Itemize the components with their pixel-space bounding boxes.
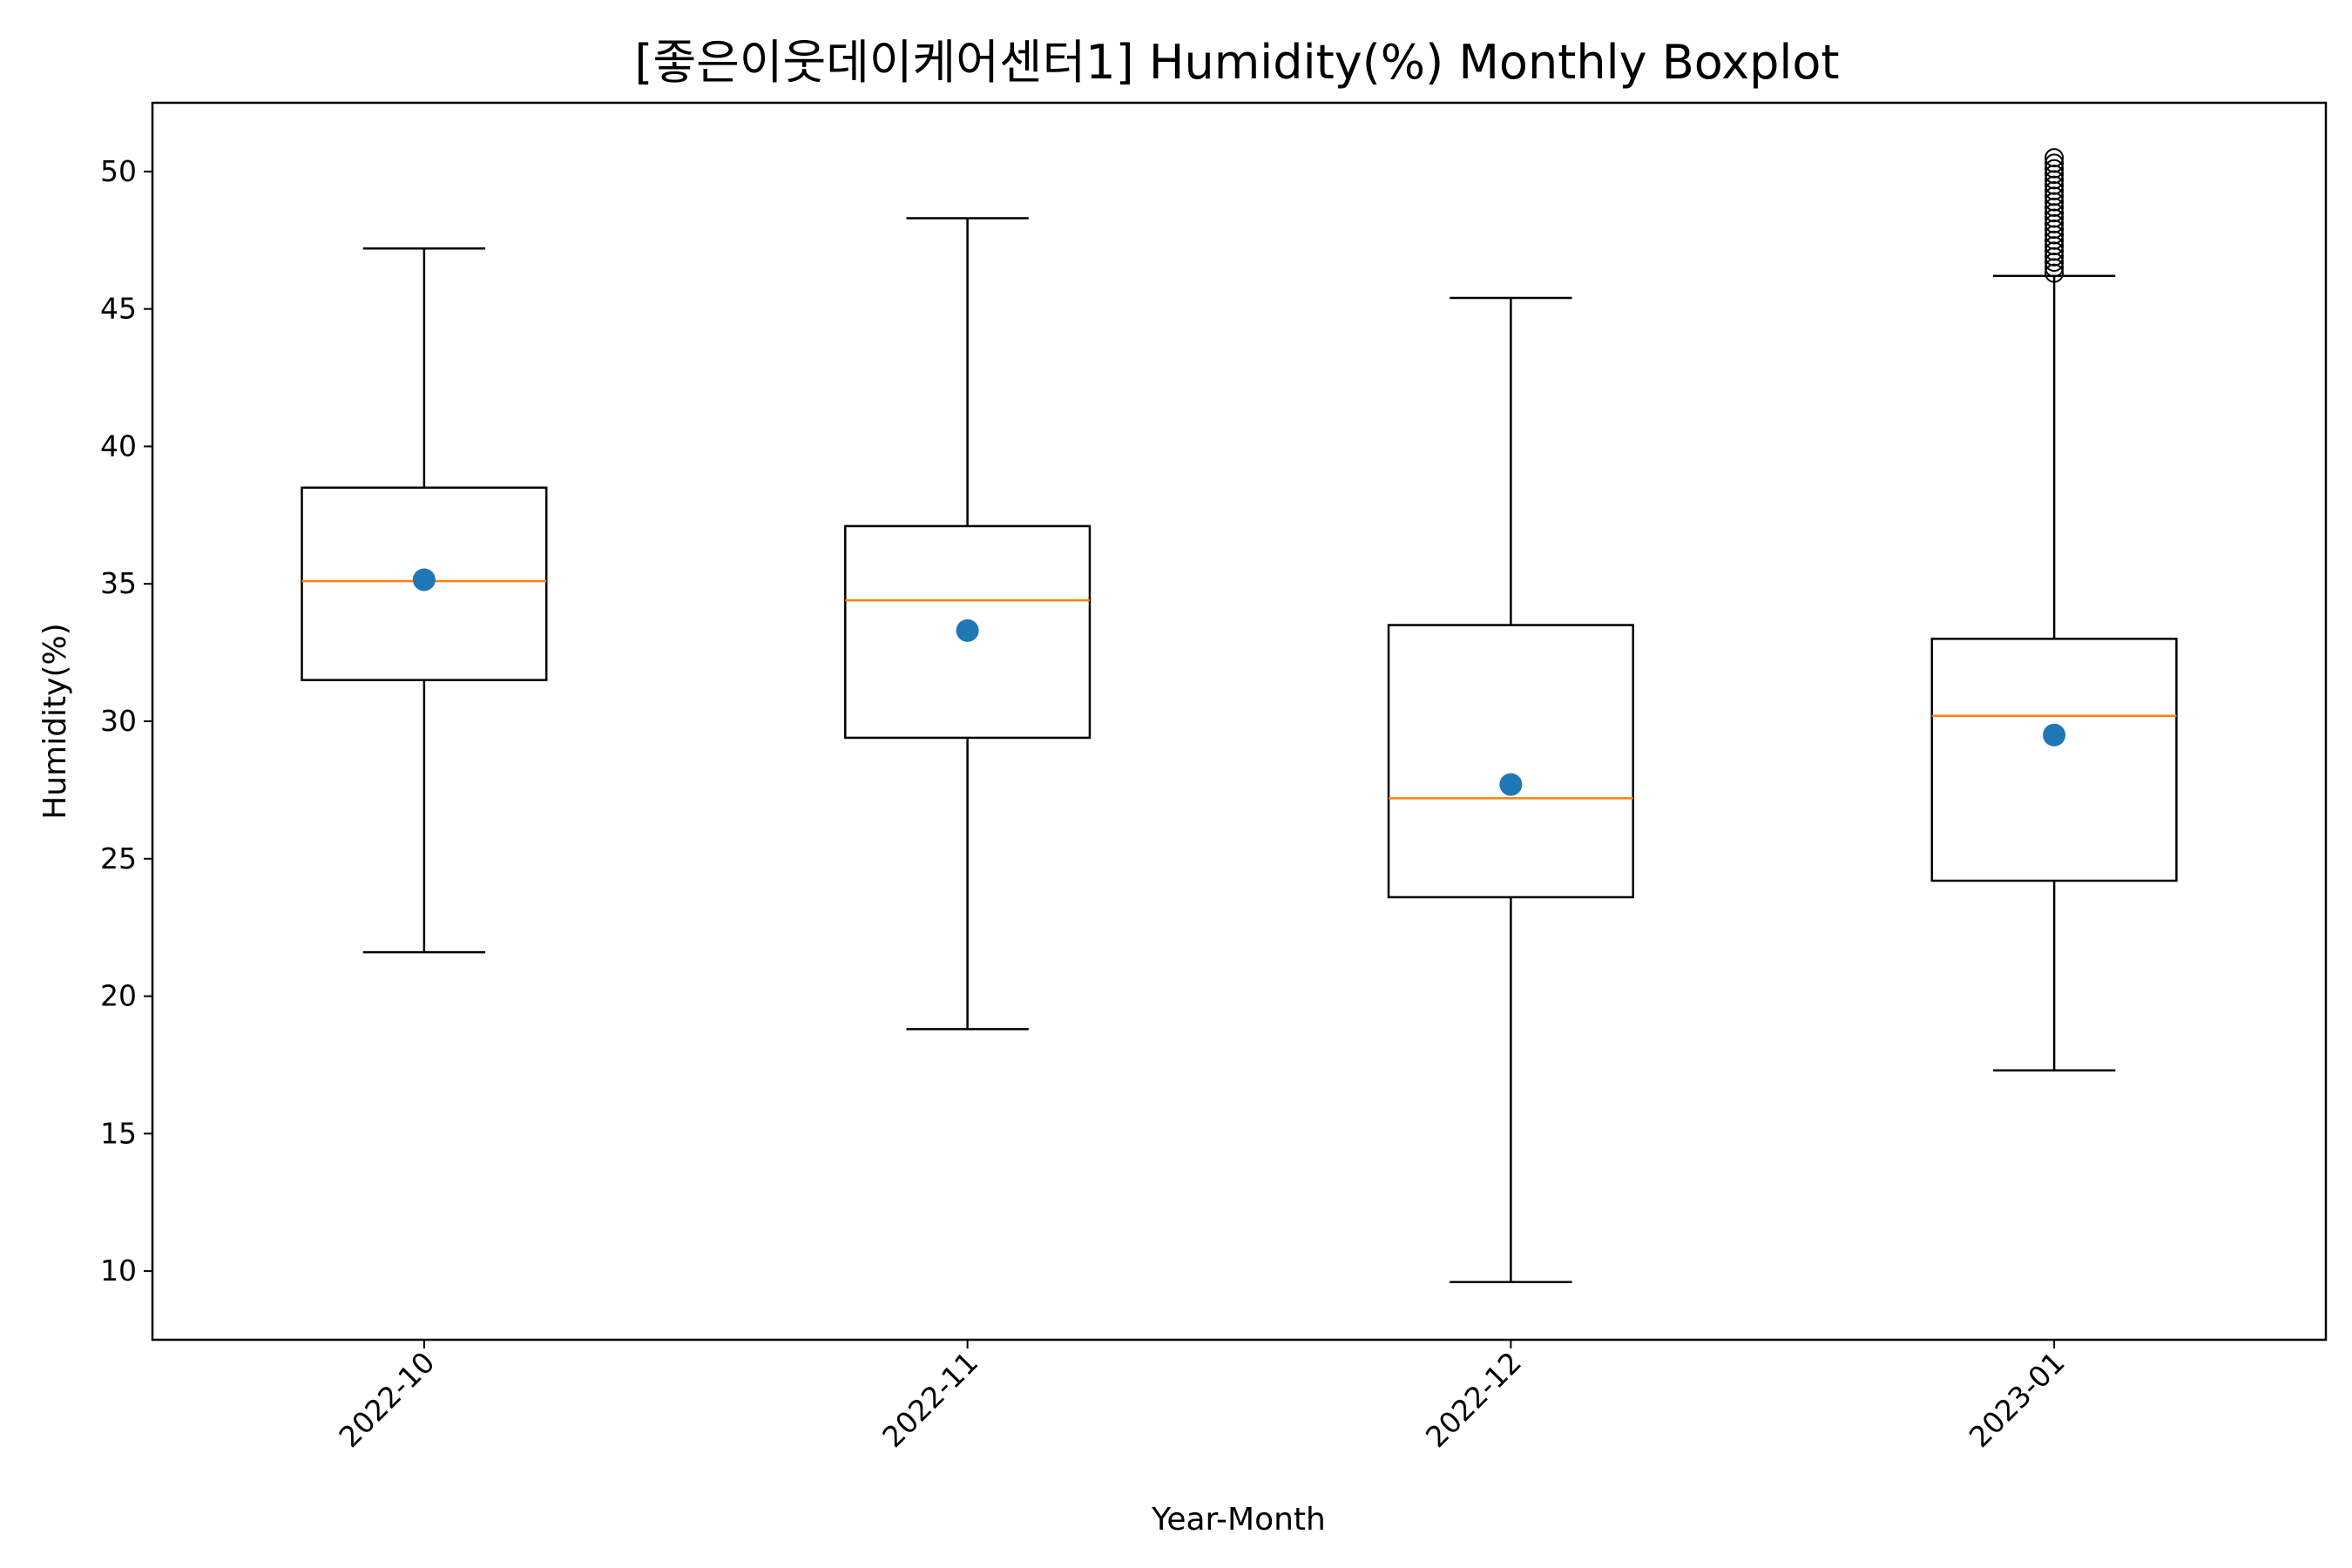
outlier-point	[2044, 153, 2065, 173]
chart-title: [좋은이웃데이케어센터1] Humidity(%) Monthly Boxplo…	[634, 35, 1839, 90]
y-axis: 10 15 20 25 30 35 40 45 50	[100, 154, 152, 1288]
outlier-point	[2044, 197, 2065, 217]
outlier-point	[2044, 186, 2065, 206]
outlier-point	[2044, 165, 2065, 185]
box-group-2022-12	[1387, 296, 1634, 1283]
outlier-point	[2044, 175, 2065, 195]
outlier-point	[2044, 230, 2065, 250]
iqr-box	[301, 486, 548, 681]
outlier-point	[2044, 220, 2065, 240]
iqr-box	[1930, 638, 2178, 882]
plot-content	[301, 148, 2178, 1283]
box-group-2023-01	[1930, 148, 2178, 1072]
y-tick-label: 25	[100, 841, 137, 875]
outlier-point	[2044, 213, 2065, 233]
mean-marker	[1499, 773, 1523, 796]
outlier-point	[2044, 263, 2065, 283]
box-group-2022-10	[301, 247, 548, 954]
outlier-point	[2044, 236, 2065, 256]
outlier-point	[2044, 192, 2065, 212]
outlier-point	[2044, 180, 2065, 200]
iqr-box	[844, 524, 1092, 740]
outlier-point	[2044, 247, 2065, 267]
mean-marker	[412, 568, 436, 591]
y-tick-label: 40	[100, 429, 137, 463]
y-tick-label: 45	[100, 292, 137, 326]
outlier-point	[2044, 241, 2065, 261]
outlier-point	[2044, 159, 2065, 179]
box-group-2022-11	[844, 217, 1092, 1031]
mean-marker	[2043, 723, 2066, 747]
y-tick-label: 10	[100, 1254, 137, 1288]
y-tick-label: 35	[100, 566, 137, 600]
outlier-point	[2044, 258, 2065, 278]
y-tick-label: 20	[100, 979, 137, 1013]
y-tick-label: 50	[100, 154, 137, 188]
mean-marker	[956, 618, 979, 642]
outlier-point	[2044, 148, 2065, 168]
outlier-point	[2044, 208, 2065, 228]
iqr-box	[1387, 624, 1634, 899]
x-axis-label: Year-Month	[1151, 1502, 1326, 1538]
outlier-point	[2044, 203, 2065, 223]
y-axis-label: Humidity(%)	[37, 623, 73, 820]
outlier-point	[2044, 170, 2065, 190]
outlier-point	[2044, 253, 2065, 273]
y-tick-label: 15	[100, 1116, 137, 1150]
outlier-point	[2044, 225, 2065, 245]
y-tick-label: 30	[100, 704, 137, 738]
